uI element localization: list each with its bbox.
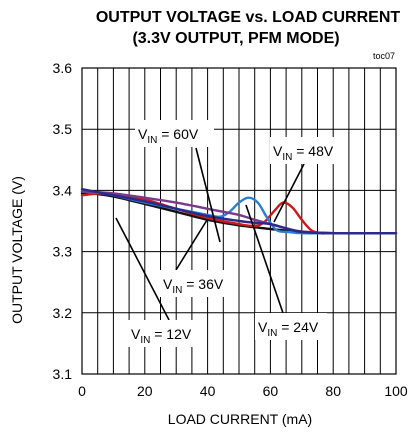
- series-lines: [80, 188, 398, 235]
- figure-id: toc07: [373, 51, 395, 61]
- x-tick-label: 0: [78, 383, 86, 399]
- x-tick-labels: 0 20 40 60 80 100: [78, 383, 408, 399]
- y-tick-label: 3.5: [53, 121, 73, 137]
- y-tick-label: 3.3: [53, 244, 73, 260]
- annotation-label: VIN = 12V: [131, 326, 192, 346]
- annotation-background: [255, 313, 327, 340]
- annotation-label: VIN = 36V: [163, 276, 224, 296]
- series-line: [80, 188, 398, 235]
- chart-subtitle: (3.3V OUTPUT, PFM MODE): [132, 30, 339, 47]
- annotation-label: VIN = 24V: [258, 319, 319, 339]
- x-tick-label: 40: [200, 383, 216, 399]
- annotation-leaders: [115, 147, 305, 321]
- x-tick-label: 60: [263, 383, 279, 399]
- plot-frame: [81, 67, 397, 375]
- y-tick-label: 3.1: [53, 366, 73, 382]
- annotation-label: VIN = 48V: [273, 143, 334, 163]
- annotation-background: [160, 270, 233, 297]
- y-tick-label: 3.2: [53, 305, 73, 321]
- annotation-leader-line: [273, 163, 305, 223]
- annotation-leader-line: [195, 147, 221, 243]
- chart-title: OUTPUT VOLTAGE vs. LOAD CURRENT: [96, 9, 401, 26]
- annotation-leader-line: [175, 219, 208, 271]
- y-axis-label: OUTPUT VOLTAGE (V): [9, 176, 25, 324]
- x-tick-label: 80: [325, 383, 341, 399]
- y-tick-label: 3.4: [53, 182, 73, 198]
- y-tick-label: 3.6: [53, 60, 73, 76]
- annotation-label: VIN = 60V: [138, 126, 199, 146]
- y-tick-labels: 3.1 3.2 3.3 3.4 3.5 3.6: [53, 60, 73, 382]
- x-axis-label: LOAD CURRENT (mA): [168, 411, 312, 427]
- annotation-background: [270, 137, 345, 164]
- annotation-leader-line: [115, 217, 170, 321]
- annotation-background: [128, 320, 203, 347]
- x-tick-label: 20: [137, 383, 153, 399]
- annotation-leader-line: [245, 204, 284, 314]
- annotations: VIN = 60V VIN = 48V VIN = 36V VIN = 24V VIN …: [128, 120, 345, 347]
- x-tick-label: 100: [384, 383, 408, 399]
- annotation-background: [135, 120, 214, 147]
